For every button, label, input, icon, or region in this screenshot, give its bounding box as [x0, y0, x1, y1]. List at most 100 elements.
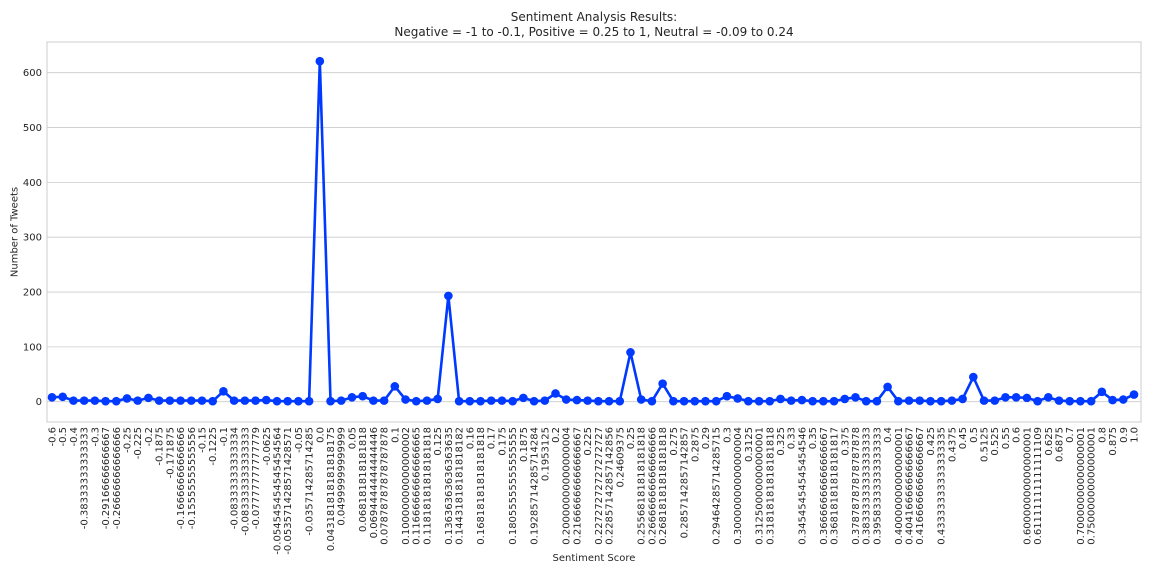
- x-tick-label: 0.625: [1044, 427, 1055, 456]
- data-point: [133, 396, 143, 405]
- data-point: [615, 396, 625, 406]
- x-tick-label: 0.2: [551, 427, 562, 443]
- data-point: [1076, 396, 1085, 406]
- y-tick-label: 500: [23, 123, 42, 134]
- data-point: [197, 396, 207, 405]
- x-tick-label: 0.875: [1108, 427, 1119, 456]
- x-axis-label: Sentiment Score: [552, 553, 636, 564]
- data-point: [465, 396, 475, 406]
- x-tick-label: 0.14431818181818182: [455, 427, 466, 545]
- data-point: [519, 393, 528, 403]
- data-point: [636, 395, 646, 404]
- x-tick-label: 0.0: [315, 427, 326, 443]
- x-tick-label: -0.083333333333333: [240, 427, 251, 536]
- data-point: [326, 396, 335, 406]
- data-point: [369, 396, 378, 405]
- x-tick-label: 0.25568181818181818: [637, 427, 648, 545]
- x-tick-label: -0.1875: [155, 427, 166, 466]
- x-tick-label: -0.035714285714285: [305, 427, 316, 536]
- data-point: [604, 396, 614, 406]
- data-point: [883, 382, 892, 392]
- data-point: [872, 396, 882, 406]
- data-point: [979, 396, 989, 405]
- data-point: [401, 395, 410, 404]
- data-point: [529, 396, 539, 406]
- data-point: [144, 393, 153, 403]
- x-tick-label: 0.31818181818181818: [765, 427, 776, 545]
- data-point: [819, 396, 828, 406]
- x-tick-label: -0.05: [294, 427, 305, 453]
- data-point: [658, 379, 667, 388]
- data-point: [958, 394, 967, 404]
- data-point: [47, 393, 57, 402]
- x-tick-label: 0.4: [883, 427, 894, 443]
- data-point: [154, 396, 164, 405]
- data-point: [679, 396, 689, 406]
- x-tick-label: 0.35: [808, 427, 819, 449]
- data-point: [594, 396, 603, 406]
- x-tick-label: 0.22727272727272727: [594, 427, 605, 545]
- data-point: [840, 394, 850, 404]
- x-tick-label: 0.225: [583, 427, 594, 456]
- data-point: [1065, 396, 1075, 406]
- series-line: [51, 59, 1135, 403]
- data-point: [1086, 396, 1096, 406]
- x-tick-label: 0.525: [990, 427, 1001, 456]
- x-tick-label: 0.425: [926, 427, 937, 456]
- plot-area: [46, 41, 1142, 423]
- x-tick-label: -0.29166666666667: [101, 427, 112, 529]
- data-point: [583, 396, 592, 405]
- data-point: [733, 394, 742, 403]
- data-point: [1129, 390, 1139, 399]
- data-point: [540, 396, 550, 405]
- data-point: [797, 395, 807, 405]
- data-point: [90, 396, 100, 405]
- data-point: [915, 396, 925, 405]
- x-tick-label: -0.15555555555556: [187, 427, 198, 529]
- x-tick-label: 0.5: [969, 427, 980, 443]
- x-tick-label: 0.29464285714285715: [712, 427, 723, 545]
- data-point: [861, 396, 871, 406]
- data-point: [947, 396, 957, 405]
- x-tick-label: 0.5125: [980, 427, 991, 462]
- x-tick-label: 0.18055555555555555: [508, 427, 519, 545]
- data-point: [240, 396, 250, 405]
- x-tick-label: 0.21666666666666667: [572, 427, 583, 545]
- data-point: [208, 396, 217, 406]
- x-tick-label: -0.1: [219, 427, 230, 447]
- x-tick-label: 0.275: [669, 427, 680, 456]
- x-tick-label: 0.125: [433, 427, 444, 456]
- x-tick-label: 0.17: [487, 427, 498, 449]
- x-tick-label: 0.6875: [1055, 427, 1066, 462]
- x-tick-label: 0.45: [958, 427, 969, 449]
- y-tick-label: 200: [23, 288, 42, 299]
- x-tick-label: 0.10000000000000002: [401, 427, 412, 545]
- data-point: [358, 391, 367, 401]
- data-point: [1108, 395, 1117, 405]
- data-point: [969, 372, 978, 382]
- x-tick-label: 0.40416666666666667: [905, 427, 916, 545]
- data-point: [411, 396, 421, 406]
- data-point: [904, 396, 914, 405]
- x-tick-label: 0.33: [787, 427, 798, 449]
- data-point: [1054, 396, 1064, 405]
- x-tick-label: 0.325: [776, 427, 787, 456]
- x-tick-label: -0.26666666666666: [112, 427, 123, 529]
- x-tick-label: -0.4: [69, 427, 80, 447]
- x-tick-label: -0.07777777777779: [251, 427, 262, 529]
- x-tick-label: 0.20000000000000004: [562, 427, 573, 545]
- data-point: [701, 396, 710, 406]
- data-point: [776, 394, 785, 404]
- data-point: [165, 396, 175, 405]
- x-tick-label: -0.16666666666666: [176, 427, 187, 529]
- x-tick-label: 0.7: [1065, 427, 1076, 443]
- data-point: [1001, 393, 1010, 402]
- x-tick-label: 0.11666666666666665: [412, 427, 423, 545]
- data-point: [433, 394, 442, 404]
- x-tick-label: 0.61111111111111109: [1033, 427, 1044, 545]
- x-tick-label: 0.375: [840, 427, 851, 456]
- x-tick-label: 1.0: [1130, 427, 1141, 443]
- x-tick-label: -0.0625: [262, 427, 273, 466]
- data-point: [1097, 387, 1107, 397]
- x-tick-label: -0.3: [90, 427, 101, 447]
